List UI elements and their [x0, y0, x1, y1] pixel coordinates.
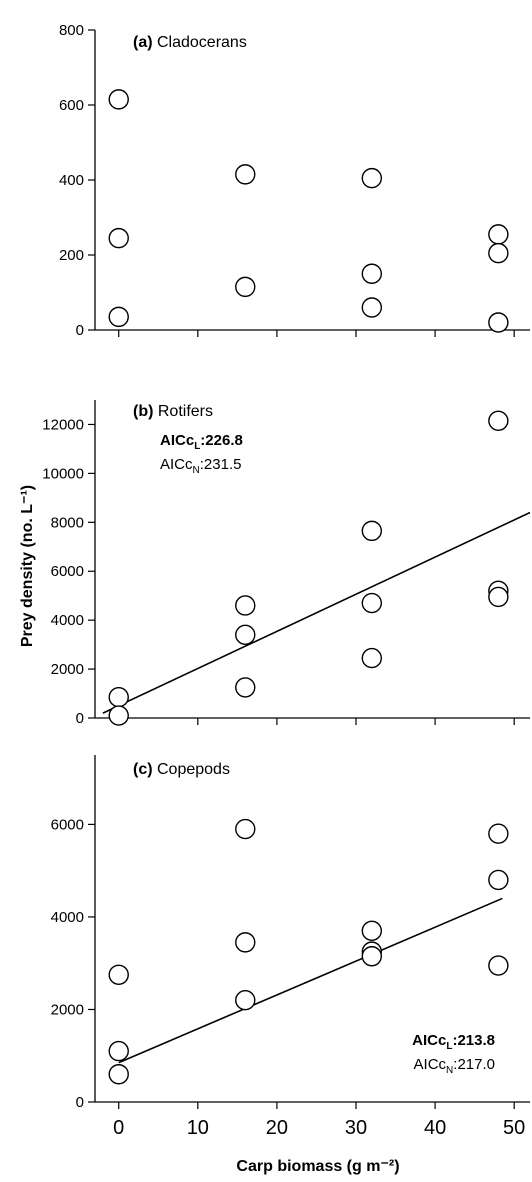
panel-name: Rotifers	[158, 403, 213, 420]
panel-letter: (b)	[133, 403, 158, 420]
panel-title: (c) Copepods	[133, 761, 230, 778]
y-tick-label: 2000	[51, 1001, 84, 1018]
data-point	[235, 677, 256, 698]
regression-line	[118, 897, 503, 1064]
x-tick-label: 50	[503, 1117, 525, 1139]
data-point	[235, 276, 256, 298]
data-point	[108, 227, 129, 249]
data-point	[361, 167, 383, 189]
data-point	[488, 586, 509, 608]
data-point	[108, 306, 129, 328]
panel-name: Copepods	[157, 761, 230, 778]
data-point	[488, 242, 509, 264]
data-point	[361, 592, 383, 614]
data-point	[361, 263, 383, 284]
y-tick-label: 0	[76, 710, 84, 727]
data-point	[108, 705, 129, 726]
data-point	[235, 164, 256, 185]
panel-letter: (a)	[133, 34, 157, 51]
data-point	[235, 624, 256, 646]
data-point	[488, 823, 509, 844]
aic-linear-label: AICcL:213.8	[412, 1032, 495, 1052]
data-point	[235, 932, 256, 953]
data-point	[488, 955, 509, 976]
y-tick-label: 6000	[51, 816, 84, 833]
panel-cladocerans: 0 200 400 600 800 (a) Cladocerans	[59, 22, 530, 339]
x-tick-label: 20	[266, 1117, 288, 1139]
data-point	[488, 869, 509, 891]
data-point	[361, 297, 383, 318]
y-tick-label: 200	[59, 247, 84, 264]
data-point	[361, 647, 383, 669]
y-tick-label: 2000	[51, 661, 84, 678]
data-point	[361, 920, 383, 942]
data-point	[108, 89, 129, 110]
y-axis-title: Prey density (no. L⁻¹)	[19, 485, 36, 647]
panel-copepods: 0 2000 4000 6000 0 10 20 30 40 50 (c) Copepods AICc…	[51, 755, 530, 1139]
panel-rotifers: 0 2000 4000 6000 8000 10000 12000 (b) Rotifers A…	[42, 400, 531, 727]
aic-linear-label: AICcL:226.8	[160, 432, 243, 452]
y-tick-label: 400	[59, 172, 84, 189]
data-point	[108, 687, 129, 708]
data-point	[488, 312, 509, 333]
data-point	[361, 520, 383, 542]
x-tick-label: 10	[187, 1117, 209, 1139]
x-tick-label: 40	[424, 1117, 446, 1139]
x-axis-title: Carp biomass (g m⁻²)	[236, 1158, 399, 1175]
panel-letter: (c)	[133, 761, 157, 778]
panel-title: (a) Cladocerans	[133, 34, 247, 51]
data-point	[361, 946, 383, 967]
y-tick-label: 800	[59, 22, 84, 39]
x-tick-label: 0	[113, 1117, 124, 1139]
data-point	[488, 224, 509, 245]
x-tick-label: 30	[345, 1117, 367, 1139]
y-tick-label: 6000	[51, 563, 84, 580]
y-tick-label: 8000	[51, 514, 84, 531]
aic-nonlinear-label: AICcN:217.0	[414, 1056, 495, 1076]
regression-line	[102, 511, 531, 714]
data-point	[108, 1040, 129, 1062]
y-tick-label: 4000	[51, 612, 84, 629]
data-point	[235, 818, 256, 840]
data-point	[108, 964, 129, 985]
data-point	[108, 1064, 129, 1085]
y-tick-label: 600	[59, 97, 84, 114]
y-tick-label: 4000	[51, 909, 84, 926]
data-point	[235, 990, 256, 1011]
data-point	[488, 410, 509, 431]
panel-name: Cladocerans	[157, 34, 247, 51]
y-tick-label: 12000	[42, 416, 84, 433]
aic-nonlinear-label: AICcN:231.5	[160, 456, 241, 476]
data-point	[235, 595, 256, 616]
y-tick-label: 10000	[42, 465, 84, 482]
panel-title: (b) Rotifers	[133, 403, 213, 420]
y-tick-label: 0	[76, 322, 84, 339]
y-tick-label: 0	[76, 1094, 84, 1111]
